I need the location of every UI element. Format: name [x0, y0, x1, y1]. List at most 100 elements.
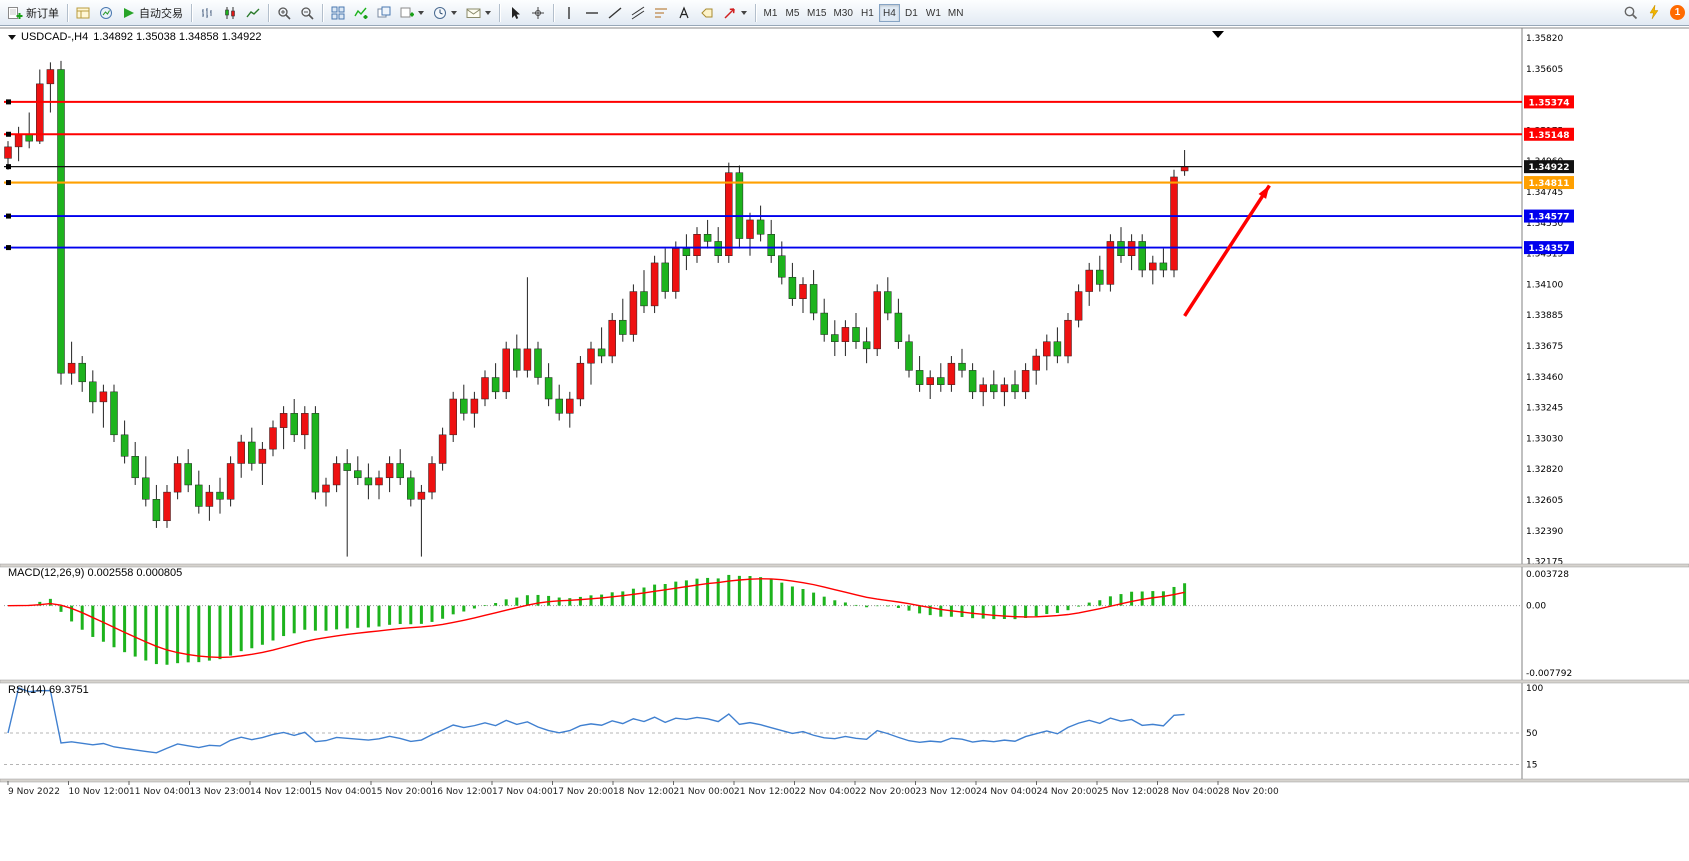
candle [767, 234, 775, 256]
candle [354, 470, 362, 479]
candle [650, 262, 659, 307]
quick-trade-button[interactable] [1643, 2, 1665, 23]
timeframe-m1-button[interactable]: M1 [760, 4, 781, 22]
candle [205, 491, 214, 507]
candle [428, 463, 436, 493]
timeframe-h1-button[interactable]: H1 [857, 4, 878, 22]
crosshair-button[interactable] [527, 2, 549, 23]
price-badge [1524, 127, 1574, 141]
search-icon [1624, 6, 1638, 20]
price-tick-label: 1.34530 [1526, 219, 1563, 229]
candle [820, 312, 828, 335]
horizontal-line-icon [586, 11, 598, 14]
candlestick-chart-button[interactable] [219, 2, 241, 23]
candle [1064, 319, 1072, 357]
macd-panel[interactable] [0, 568, 1522, 680]
candle [491, 377, 500, 393]
main-chart-area[interactable] [4, 28, 1522, 564]
templates-icon [377, 6, 391, 17]
rsi-panel[interactable] [0, 683, 1522, 779]
line-anchor[interactable] [6, 213, 11, 219]
macd-axis-label: 0.003728 [1526, 570, 1569, 580]
zoom-in-button[interactable] [273, 2, 295, 23]
line-chart-button[interactable] [242, 2, 264, 23]
new-order-label: 新订单 [26, 7, 59, 20]
rsi-indicator-label: RSI(14) 69.3751 [8, 684, 89, 696]
vertical-line-tool-button[interactable] [558, 2, 580, 23]
timeframe-d1-button[interactable]: D1 [901, 4, 922, 22]
templates-button[interactable] [373, 2, 395, 23]
line-anchor[interactable] [6, 99, 11, 105]
timeframe-m30-button[interactable]: M30 [830, 4, 855, 22]
chart-shift-marker[interactable] [1212, 31, 1224, 38]
candle [364, 477, 373, 486]
price-badge-label: 1.34577 [1529, 213, 1570, 223]
candle [587, 348, 595, 364]
notification-badge[interactable]: 1 [1670, 5, 1685, 20]
time-label: 10 Nov 12:00 [69, 787, 130, 797]
new-order-button[interactable]: 新订单 [4, 2, 63, 23]
timeframe-m15-button[interactable]: M15 [804, 4, 829, 22]
timeframe-m5-button[interactable]: M5 [782, 4, 803, 22]
time-label: 24 Nov 04:00 [976, 787, 1037, 797]
candle [67, 362, 76, 374]
panel-splitter[interactable] [0, 679, 1689, 684]
timeframe-h4-button[interactable]: H4 [878, 3, 900, 22]
screenshot-button[interactable] [462, 2, 495, 23]
label-tool-button[interactable] [696, 2, 718, 23]
period-button[interactable] [429, 2, 461, 23]
time-label: 16 Nov 12:00 [432, 787, 493, 797]
price-badge [1524, 95, 1574, 109]
candle [481, 377, 489, 400]
zoom-in-icon [278, 6, 291, 20]
market-watch-icon [100, 6, 112, 19]
horizontal-line-tool-button[interactable] [581, 2, 603, 23]
cursor-button[interactable] [504, 2, 526, 23]
candle [608, 319, 616, 357]
text-tool-button[interactable] [673, 2, 695, 23]
candle [375, 477, 383, 486]
candle [1032, 355, 1040, 371]
search-button[interactable] [1619, 2, 1642, 23]
candle [1127, 241, 1136, 256]
timeframe-w1-button[interactable]: W1 [923, 4, 944, 22]
chart-window-button[interactable] [72, 2, 94, 23]
line-anchor[interactable] [6, 131, 11, 137]
bar-chart-button[interactable] [196, 2, 218, 23]
indicators-button[interactable] [350, 2, 372, 23]
tile-windows-button[interactable] [327, 2, 349, 23]
price-tick-label: 1.33030 [1526, 434, 1563, 444]
timeframe-mn-button[interactable]: MN [945, 4, 967, 22]
time-axis[interactable] [0, 781, 1522, 799]
trend-arrow[interactable] [1183, 184, 1271, 317]
candle [672, 248, 680, 292]
candle [725, 172, 733, 256]
line-anchor[interactable] [6, 245, 11, 251]
market-watch-button[interactable] [95, 2, 117, 23]
panel-splitter[interactable] [0, 563, 1689, 568]
price-badge-label: 1.35148 [1529, 131, 1570, 141]
candle [1106, 241, 1115, 285]
time-label: 28 Nov 04:00 [1158, 787, 1219, 797]
candle [661, 262, 669, 292]
arrows-tool-button[interactable] [719, 2, 751, 23]
line-anchor[interactable] [6, 164, 11, 170]
dropdown-arrow-icon [741, 10, 747, 15]
candlestick-chart-icon [225, 6, 235, 19]
candle [290, 413, 298, 436]
candle [894, 312, 903, 342]
indicators-icon [354, 7, 368, 19]
zoom-out-button[interactable] [296, 2, 318, 23]
auto-trading-button[interactable]: 自动交易 [118, 2, 187, 23]
symbol-dropdown-icon[interactable] [8, 34, 16, 40]
fibonacci-tool-button[interactable] [650, 2, 672, 23]
bar-chart-icon [202, 7, 212, 18]
price-axis[interactable] [1522, 28, 1689, 781]
new-chart-button[interactable] [396, 2, 428, 23]
trendline-tool-button[interactable] [604, 2, 626, 23]
channel-tool-button[interactable] [627, 2, 649, 23]
candle [990, 384, 998, 393]
line-anchor[interactable] [6, 180, 11, 186]
panel-splitter[interactable] [0, 778, 1689, 783]
